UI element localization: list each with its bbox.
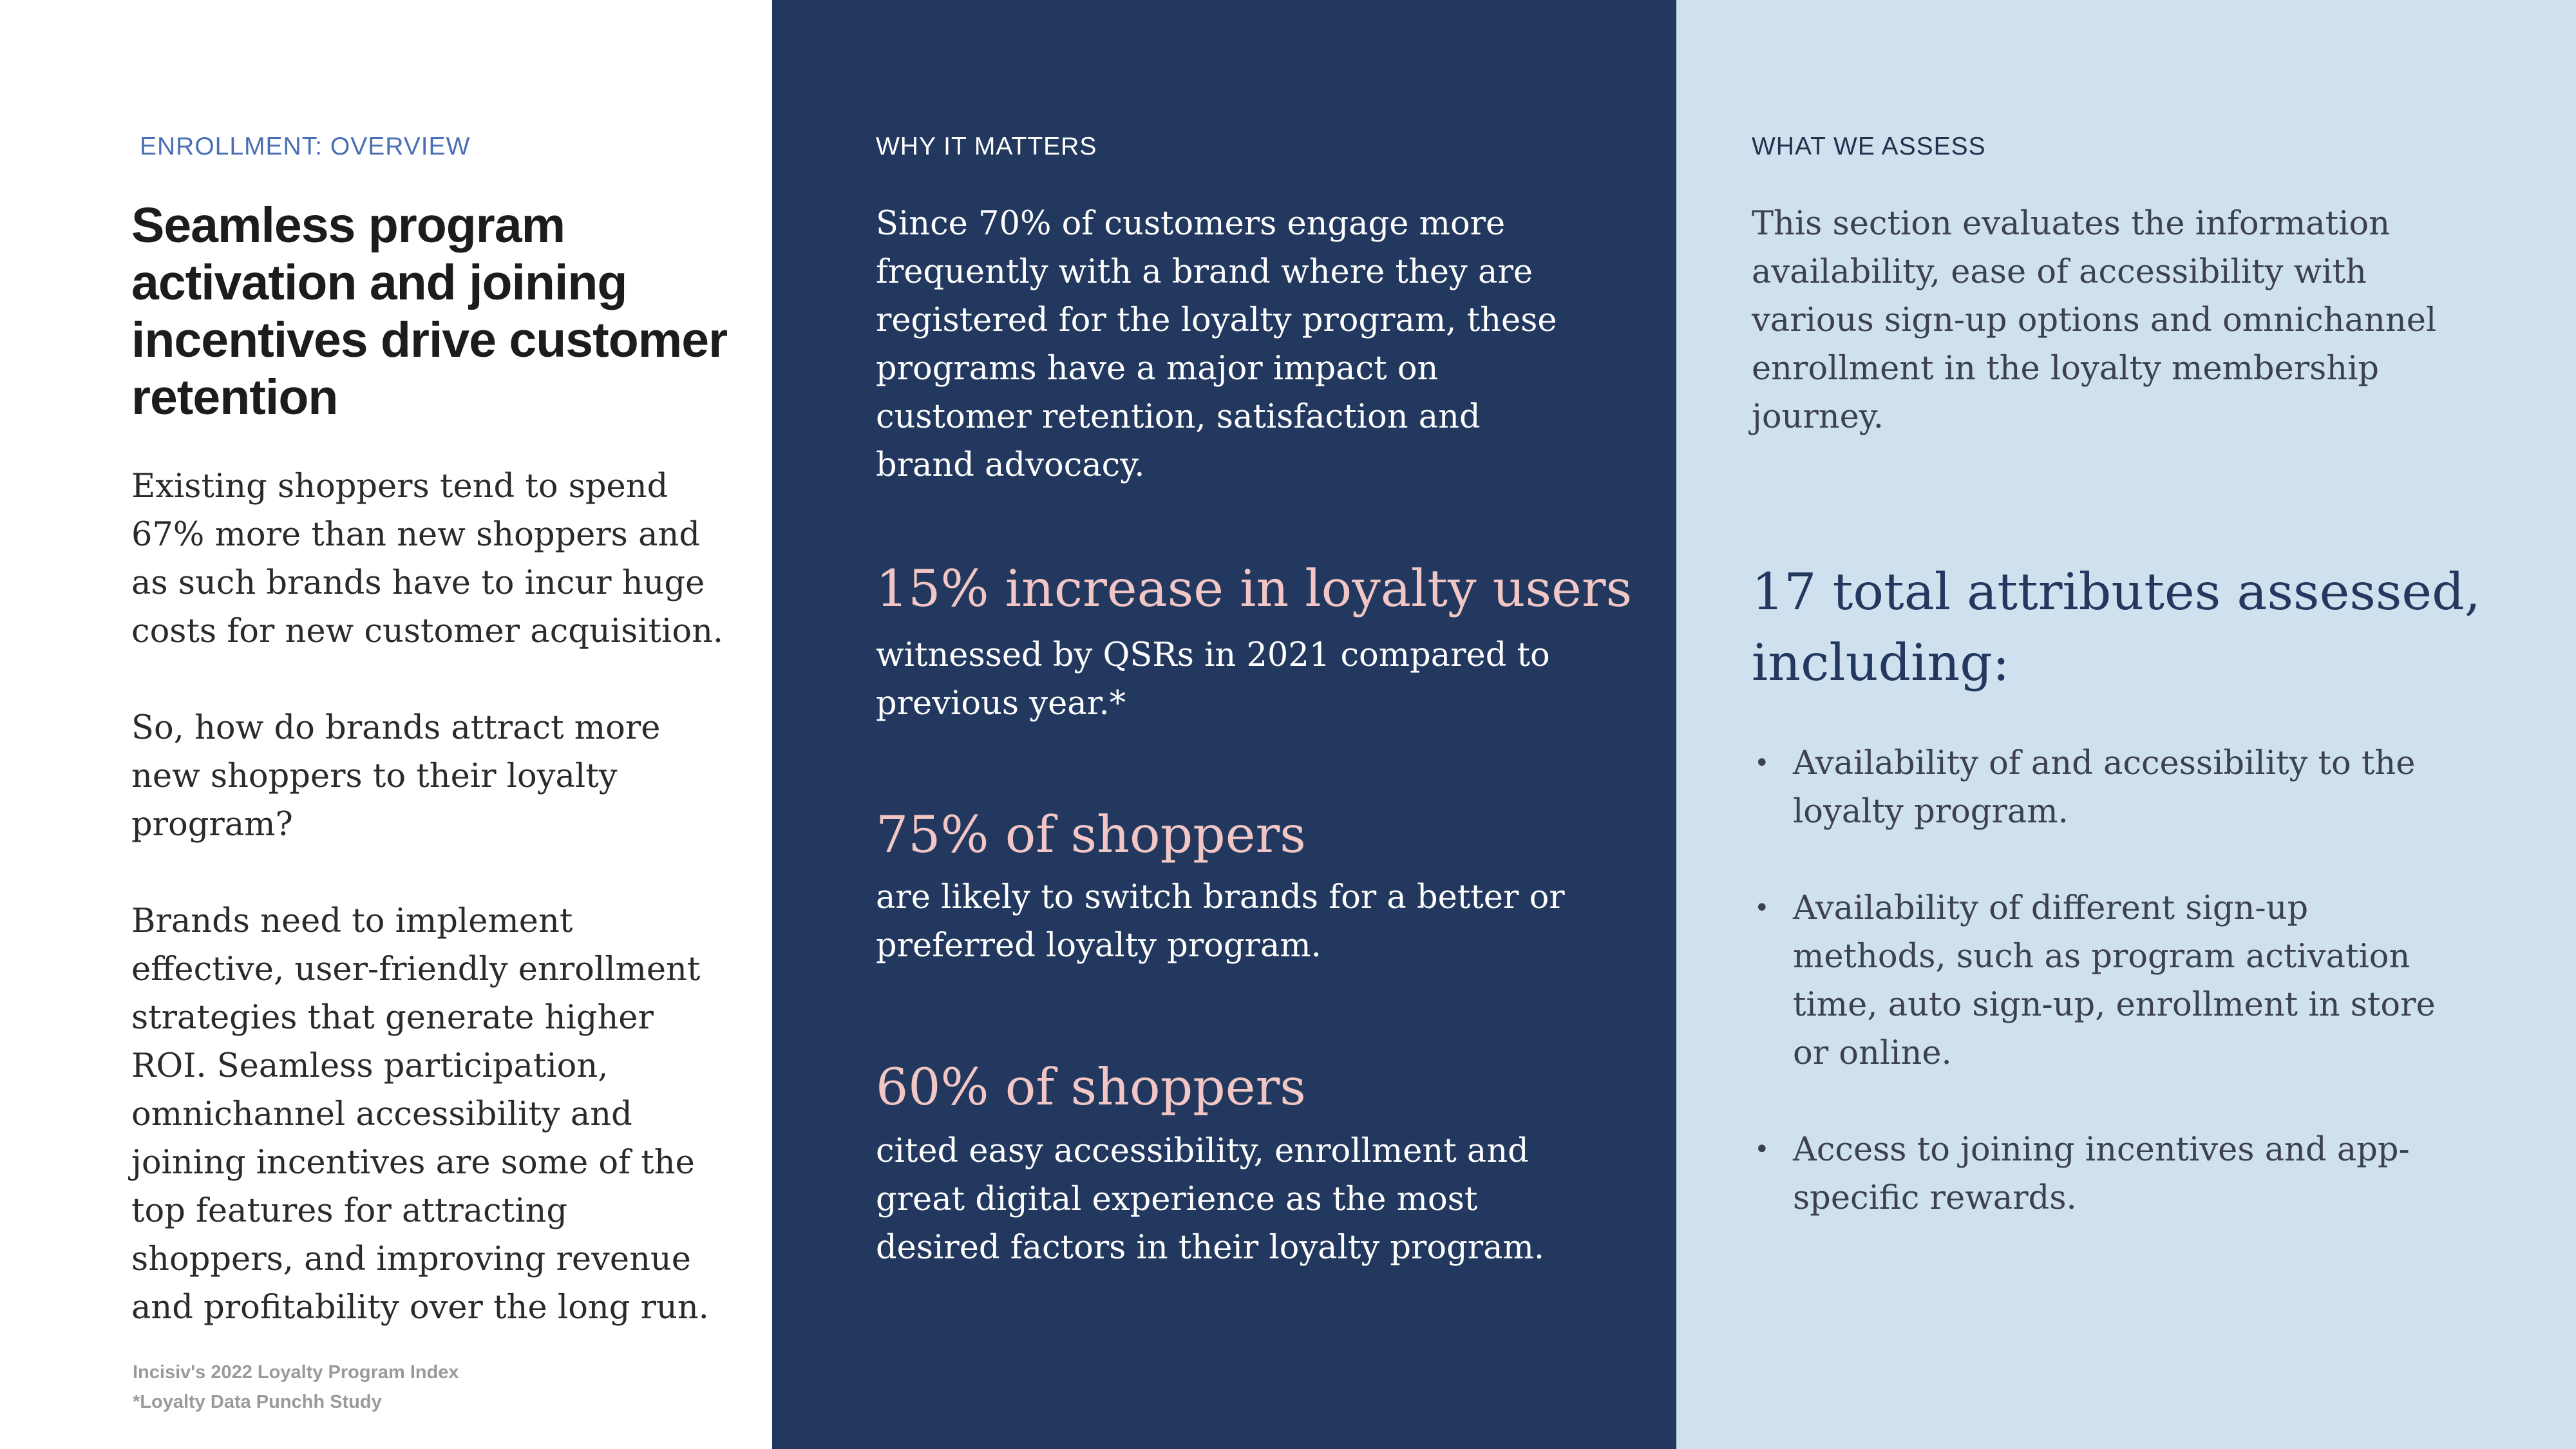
list-item: • Access to joining incentives and app-s… <box>1752 1126 2467 1222</box>
footer-notes: Incisiv's 2022 Loyalty Program Index *Lo… <box>133 1358 459 1417</box>
left-section-label: ENROLLMENT: OVERVIEW <box>140 133 471 160</box>
stat-1-title: 15% increase in loyalty users <box>876 559 1633 618</box>
list-item-text: Availability of different sign-up method… <box>1793 889 2436 1072</box>
footer-footnote: *Loyalty Data Punchh Study <box>133 1392 382 1412</box>
bullet-dot-icon: • <box>1754 748 1770 778</box>
left-column <box>0 0 772 1449</box>
middle-intro-text: Since 70% of customers engage more frequ… <box>876 205 1557 484</box>
left-paragraph-1: Existing shoppers tend to spend 67% more… <box>131 468 724 650</box>
list-item: • Availability of and accessibility to t… <box>1752 739 2467 836</box>
attributes-list: • Availability of and accessibility to t… <box>1752 739 2467 1271</box>
page-title: Seamless program activation and joining … <box>131 198 728 425</box>
list-item-text: Availability of and accessibility to the… <box>1793 744 2416 831</box>
middle-section-label: WHY IT MATTERS <box>876 133 1097 160</box>
bullet-dot-icon: • <box>1754 1135 1770 1164</box>
left-body-text: Existing shoppers tend to spend 67% more… <box>131 462 730 1380</box>
stat-2-description: are likely to switch brands for a better… <box>876 878 1565 965</box>
middle-column <box>772 0 1676 1449</box>
bullet-dot-icon: • <box>1754 893 1770 923</box>
list-item: • Availability of different sign-up meth… <box>1752 884 2467 1077</box>
left-paragraph-3: Brands need to implement effective, user… <box>131 902 709 1327</box>
stat-2-title: 75% of shoppers <box>876 805 1306 864</box>
stat-3-description: cited easy accessibility, enrollment and… <box>876 1132 1545 1267</box>
list-item-text: Access to joining incentives and app-spe… <box>1793 1131 2410 1217</box>
attributes-heading: 17 total attributes assessed, including: <box>1752 562 2481 692</box>
right-column <box>1676 0 2576 1449</box>
footer-source: Incisiv's 2022 Loyalty Program Index <box>133 1362 459 1383</box>
stat-1-description: witnessed by QSRs in 2021 compared to pr… <box>876 636 1550 723</box>
right-intro-text: This section evaluates the information a… <box>1752 205 2437 436</box>
right-section-label: WHAT WE ASSESS <box>1752 133 1986 160</box>
stat-3-title: 60% of shoppers <box>876 1057 1306 1117</box>
left-paragraph-2: So, how do brands attract more new shopp… <box>131 709 661 844</box>
